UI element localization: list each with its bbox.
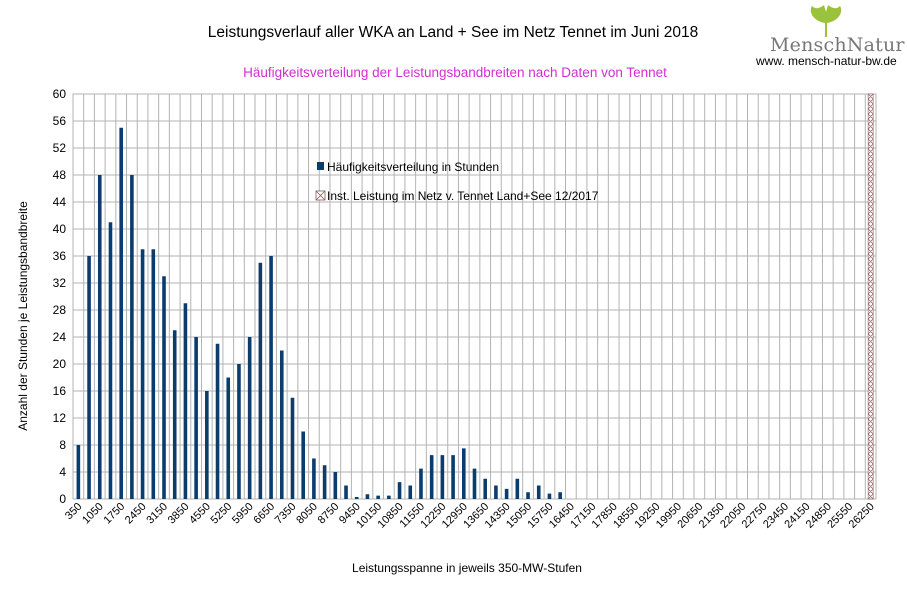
bar [269, 256, 273, 499]
x-tick-label: 1750 [102, 501, 128, 527]
bar [97, 175, 102, 499]
y-tick-label: 36 [53, 249, 67, 263]
bar [151, 249, 156, 499]
bar [344, 485, 348, 499]
bar [312, 458, 316, 499]
bar [301, 431, 305, 499]
bar [226, 377, 231, 499]
bar [290, 397, 295, 499]
bar [461, 448, 466, 499]
bar [526, 492, 530, 499]
bar [397, 482, 402, 499]
bar [408, 485, 413, 499]
bar-installed-capacity [867, 93, 874, 500]
logo-wordmark: MenschNatur [770, 34, 905, 56]
x-tick-label: 5250 [209, 501, 235, 527]
y-tick-label: 4 [59, 465, 66, 479]
x-tick-label: 3150 [144, 501, 170, 527]
bar [322, 465, 327, 499]
bar [130, 175, 134, 499]
bar [194, 337, 198, 499]
grid [72, 93, 877, 500]
bar [215, 343, 220, 499]
y-tick-label: 32 [53, 276, 67, 290]
y-tick-label: 40 [53, 222, 67, 236]
bar [429, 455, 434, 499]
bar [279, 350, 284, 499]
bar [76, 445, 81, 499]
x-tick-label: 3850 [166, 501, 192, 527]
x-axis-ticks: 3501050175024503150385045505250595066507… [63, 501, 877, 531]
chart-subtitle: Häufigkeitsverteilung der Leistungsbandb… [243, 65, 667, 80]
bar [365, 494, 370, 499]
y-tick-label: 44 [53, 195, 67, 209]
x-tick-label: 8050 [294, 501, 320, 527]
legend-label-installed: Inst. Leistung im Netz v. Tennet Land+Se… [327, 189, 599, 203]
y-tick-label: 56 [53, 114, 67, 128]
bar [504, 488, 509, 499]
bar [172, 330, 177, 499]
bar [108, 222, 113, 499]
legend: Häufigkeitsverteilung in Stunden Inst. L… [315, 160, 599, 203]
bar [472, 468, 477, 499]
x-tick-label: 2450 [123, 501, 149, 527]
y-tick-label: 12 [53, 411, 67, 425]
bar [536, 485, 541, 499]
legend-swatch-frequency [317, 162, 324, 170]
ginkgo-leaf-icon [810, 5, 842, 37]
logo: MenschNatur www. mensch-natur-bw.de [748, 4, 905, 70]
bars [76, 93, 874, 500]
bar [558, 492, 562, 499]
y-tick-label: 52 [53, 141, 67, 155]
x-tick-label: 5950 [230, 501, 256, 527]
x-tick-label: 7350 [273, 501, 299, 527]
bar [451, 455, 455, 499]
x-axis-label: Leistungsspanne in jeweils 350-MW-Stufen [352, 561, 582, 575]
x-tick-label: 6650 [251, 501, 277, 527]
legend-swatch-installed [315, 190, 326, 201]
chart-title: Leistungsverlauf aller WKA an Land + See… [208, 24, 698, 41]
bar [376, 495, 380, 499]
bar [258, 262, 263, 499]
legend-label-frequency: Häufigkeitsverteilung in Stunden [327, 160, 499, 174]
bar [333, 472, 338, 499]
bar [162, 276, 166, 499]
bar [547, 493, 552, 499]
logo-url: www. mensch-natur-bw.de [756, 54, 897, 68]
bar [419, 468, 423, 499]
y-tick-label: 28 [53, 303, 67, 317]
y-tick-label: 16 [53, 384, 67, 398]
bar [247, 337, 252, 499]
x-tick-label: 4550 [187, 501, 213, 527]
x-tick-label: 8750 [316, 501, 342, 527]
bar [140, 249, 145, 499]
y-tick-label: 60 [53, 87, 67, 101]
bar [494, 485, 498, 499]
y-axis-label: Anzahl der Stunden je Leistungsbandbreit… [16, 201, 30, 431]
y-tick-label: 24 [53, 330, 67, 344]
bar [87, 256, 91, 499]
bar [515, 478, 520, 499]
bar [119, 127, 123, 499]
y-tick-label: 48 [53, 168, 67, 182]
bar [387, 495, 391, 499]
bar [483, 478, 488, 499]
bar [205, 391, 209, 499]
bar [354, 496, 359, 499]
bar [440, 455, 445, 499]
bar [183, 303, 188, 499]
y-tick-label: 0 [59, 492, 66, 506]
x-tick-label: 1050 [80, 501, 106, 527]
y-tick-label: 8 [59, 438, 66, 452]
bar [237, 364, 241, 499]
y-tick-label: 20 [53, 357, 67, 371]
